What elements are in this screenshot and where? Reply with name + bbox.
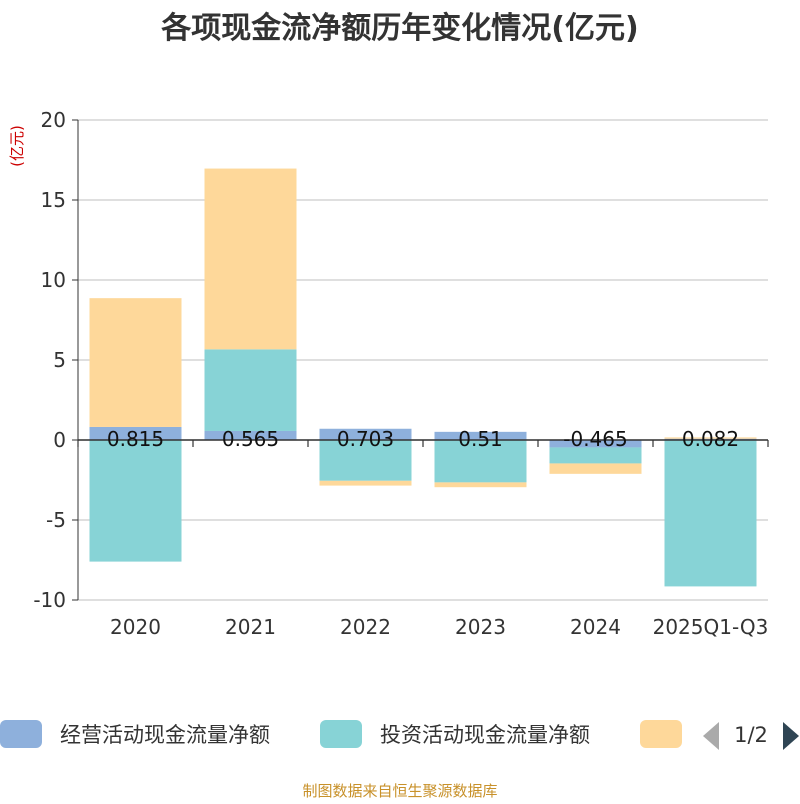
y-tick-label: 0 xyxy=(53,428,66,452)
y-tick-label: 20 xyxy=(41,108,66,132)
x-tick-label: 2021 xyxy=(225,615,276,639)
bar-series-0-2020[interactable] xyxy=(89,426,182,440)
data-label: 0.815 xyxy=(107,427,164,451)
legend-page-indicator: 1/2 xyxy=(734,723,768,747)
legend: 经营活动现金流量净额 投资活动现金流量净额 1/2 xyxy=(0,720,799,750)
legend-swatch xyxy=(320,720,362,748)
bar-series-2-2022[interactable] xyxy=(319,480,412,486)
bar-series-0-2024[interactable] xyxy=(549,440,642,448)
axis-layer: 20 15 10 5 0 -5 -10 2020 2021 2022 2023 2024 2025Q1-… xyxy=(33,108,769,639)
bar-series-1-2025Q1-Q3[interactable] xyxy=(664,440,757,587)
y-tick-label: -10 xyxy=(33,588,66,612)
bar-series-1-2024[interactable] xyxy=(549,447,642,464)
data-label: 0.51 xyxy=(458,427,503,451)
y-tick-label: -5 xyxy=(46,508,66,532)
bar-series-1-2021[interactable] xyxy=(204,349,297,431)
legend-item-2[interactable] xyxy=(640,720,682,748)
bar-layer xyxy=(89,168,757,587)
bar-series-2-2025Q1-Q3[interactable] xyxy=(664,437,757,439)
x-tick-label: 2024 xyxy=(570,615,621,639)
legend-label: 投资活动现金流量净额 xyxy=(380,723,590,747)
bar-series-0-2021[interactable] xyxy=(204,430,297,440)
x-tick-label: 2022 xyxy=(340,615,391,639)
y-tick-label: 10 xyxy=(41,268,66,292)
bar-series-1-2022[interactable] xyxy=(319,440,412,481)
source-note: 制图数据来自恒生聚源数据库 xyxy=(302,782,497,800)
x-tick-label: 2020 xyxy=(110,615,161,639)
legend-item-1[interactable]: 投资活动现金流量净额 xyxy=(320,720,590,748)
legend-item-0[interactable]: 经营活动现金流量净额 xyxy=(0,720,270,748)
y-axis-unit-label: (亿元) xyxy=(8,125,26,167)
chart-title: 各项现金流净额历年变化情况(亿元) xyxy=(160,11,638,46)
data-label: -0.465 xyxy=(563,427,627,451)
legend-swatch xyxy=(640,720,682,748)
data-label: 0.565 xyxy=(222,427,279,451)
bar-series-1-2020[interactable] xyxy=(89,440,182,562)
data-label-layer: 0.815 0.565 0.703 0.51 -0.465 0.082 xyxy=(107,427,739,451)
bar-series-0-2022[interactable] xyxy=(319,428,412,440)
bar-series-0-2023[interactable] xyxy=(434,431,527,440)
data-label: 0.703 xyxy=(337,427,394,451)
y-tick-label: 5 xyxy=(53,348,66,372)
x-tick-label: 2025Q1-Q3 xyxy=(653,615,769,639)
data-label: 0.082 xyxy=(682,427,739,451)
legend-label: 经营活动现金流量净额 xyxy=(60,723,270,747)
legend-prev-page-icon[interactable] xyxy=(703,722,719,750)
bar-series-1-2023[interactable] xyxy=(434,440,527,483)
legend-swatch xyxy=(0,720,42,748)
bar-series-2-2020[interactable] xyxy=(89,298,182,427)
bar-series-2-2023[interactable] xyxy=(434,482,527,488)
x-tick-label: 2023 xyxy=(455,615,506,639)
y-tick-label: 15 xyxy=(41,188,66,212)
bar-series-2-2024[interactable] xyxy=(549,463,642,474)
legend-next-page-icon[interactable] xyxy=(783,722,799,750)
bar-series-2-2021[interactable] xyxy=(204,168,297,350)
